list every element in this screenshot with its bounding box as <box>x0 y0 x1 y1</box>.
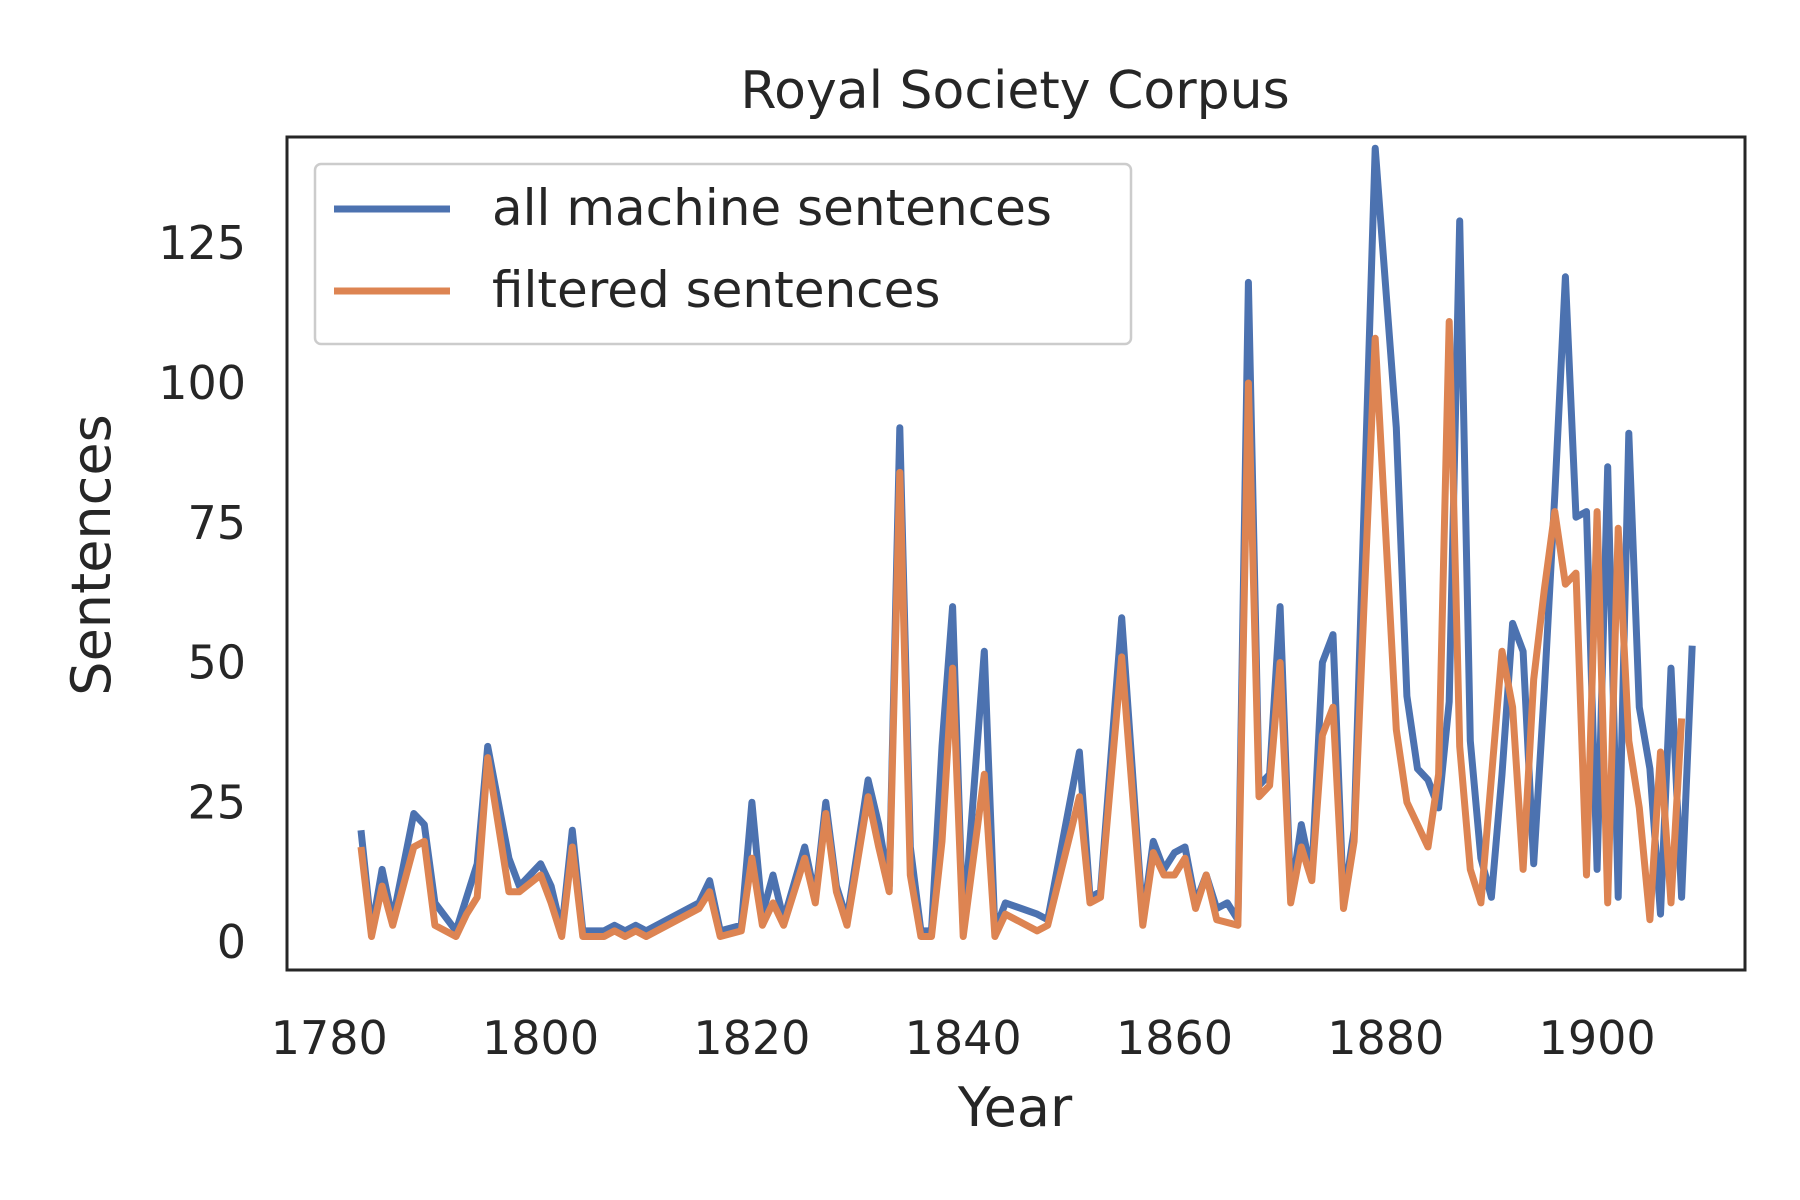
x-tick-label: 1900 <box>1539 1011 1656 1065</box>
legend: all machine sentences filtered sentences <box>313 162 1133 346</box>
y-tick-label: 75 <box>187 496 246 550</box>
x-tick-label: 1800 <box>482 1011 599 1065</box>
x-tick-label: 1860 <box>1116 1011 1233 1065</box>
x-axis-label: Year <box>957 1076 1073 1139</box>
x-tick-label: 1880 <box>1327 1011 1444 1065</box>
legend-label: filtered sentences <box>492 261 940 319</box>
chart-title: Royal Society Corpus <box>740 61 1289 121</box>
x-tick-label: 1780 <box>271 1011 388 1065</box>
legend-box <box>313 162 1133 346</box>
y-axis-ticks: 0 25 50 75 100 125 <box>158 216 246 969</box>
y-tick-label: 0 <box>217 915 246 969</box>
y-axis-label: Sentences <box>60 414 123 695</box>
plot-frame <box>285 135 1747 972</box>
series-line-2 <box>357 318 1686 940</box>
y-tick-label: 25 <box>187 775 246 829</box>
y-tick-label: 125 <box>158 216 246 270</box>
plot-lines <box>357 144 1696 940</box>
x-tick-label: 1820 <box>693 1011 810 1065</box>
y-tick-label: 50 <box>187 636 246 690</box>
x-axis-ticks: 1780 1800 1820 1840 1860 1880 1900 <box>271 1011 1656 1065</box>
x-tick-label: 1840 <box>905 1011 1022 1065</box>
y-tick-label: 100 <box>158 356 246 410</box>
legend-label: all machine sentences <box>492 179 1052 237</box>
